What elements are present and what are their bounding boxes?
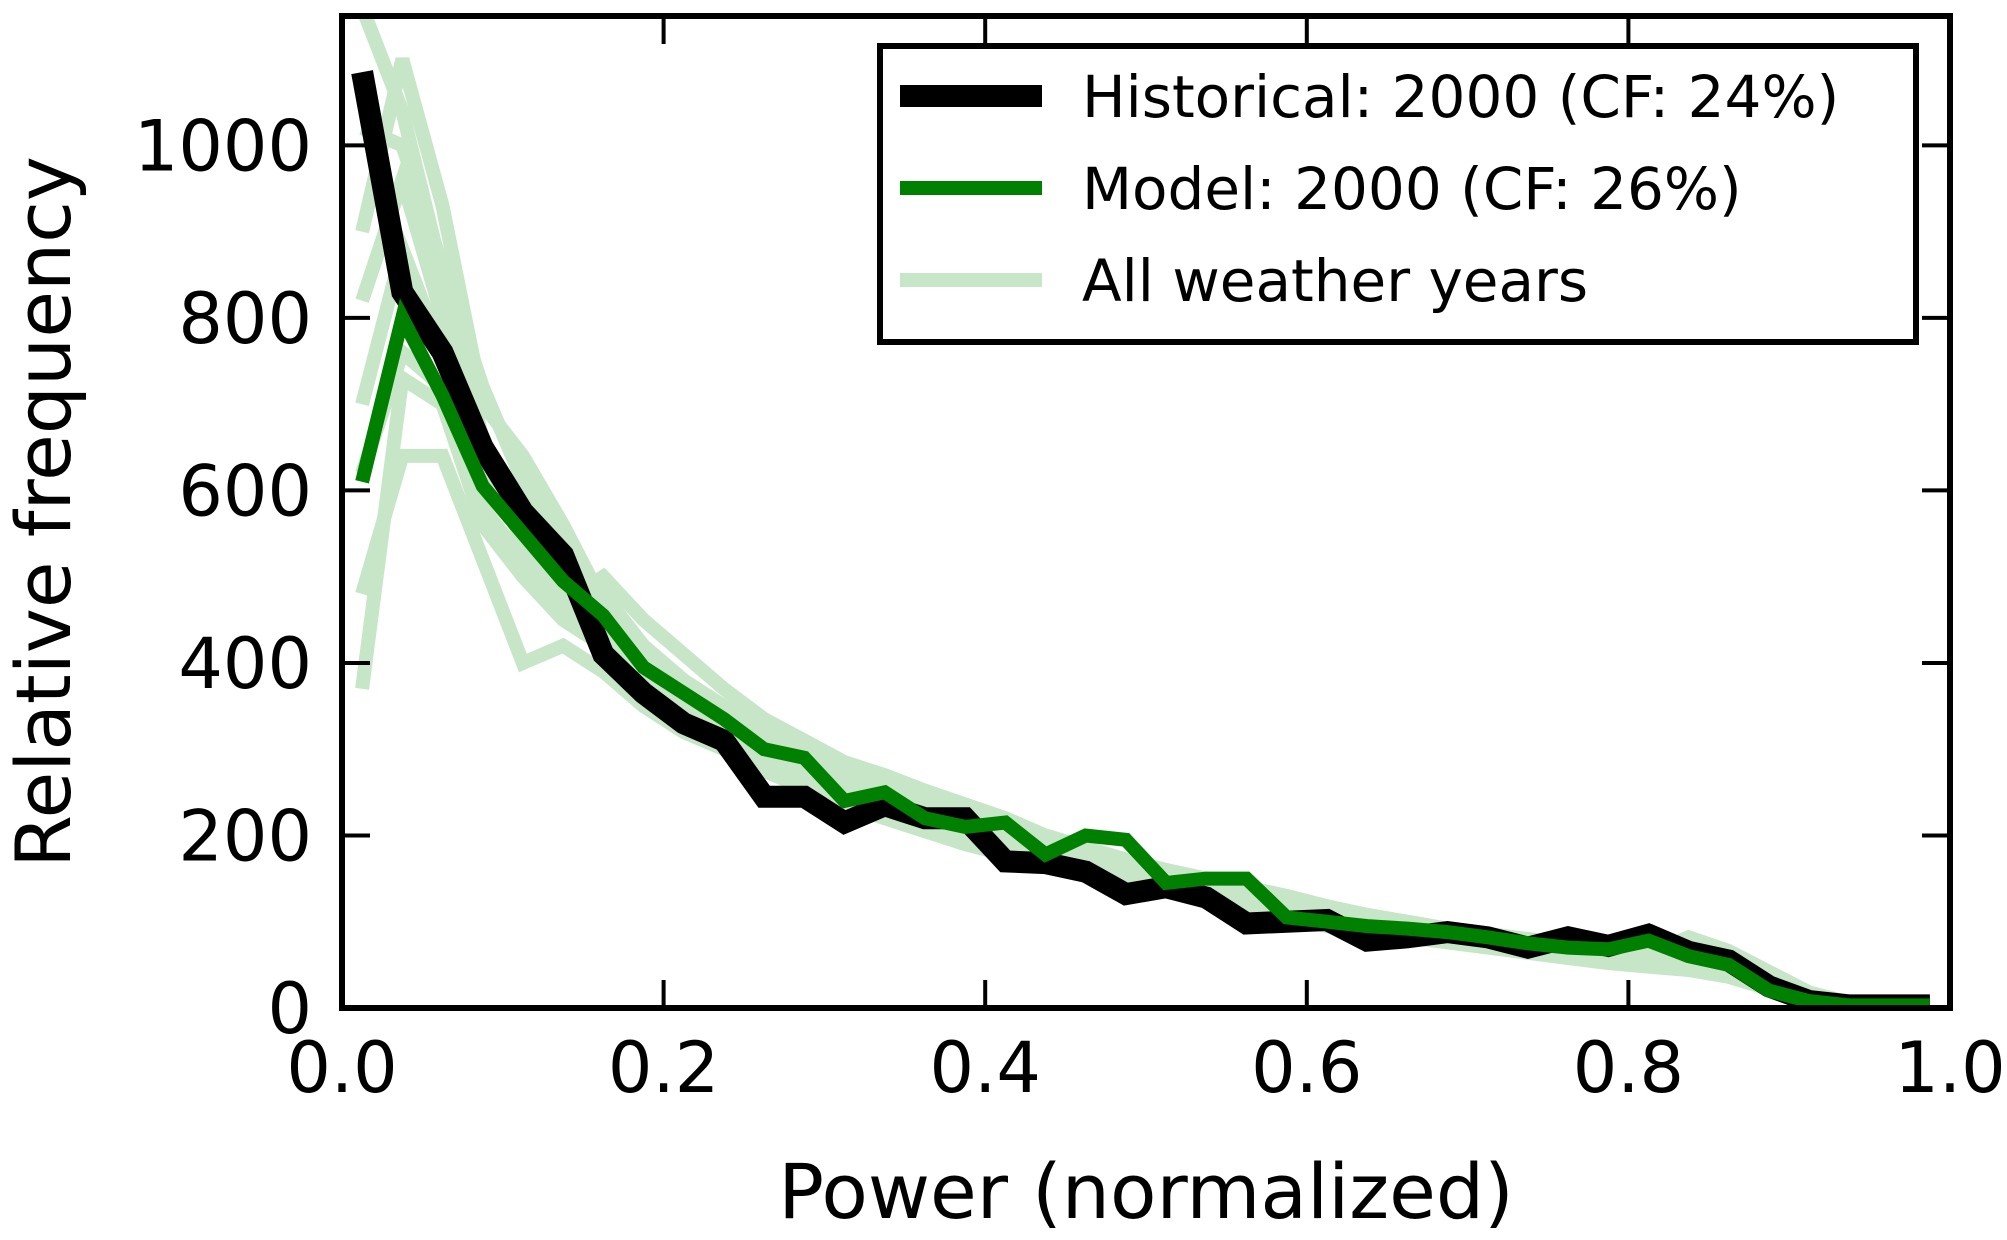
y-tick-label: 0 — [267, 968, 312, 1050]
y-tick-label: 400 — [178, 623, 312, 705]
y-axis-label: Relative frequency — [0, 156, 88, 868]
legend-model-label: Model: 2000 (CF: 26%) — [1082, 155, 1742, 223]
legend-all-weather-years-label: All weather years — [1082, 247, 1588, 315]
legend: Historical: 2000 (CF: 24%) Model: 2000 (C… — [877, 43, 1919, 345]
plot-frame — [339, 13, 1953, 1011]
x-tick-label: 1.0 — [1894, 1027, 2005, 1109]
y-tick-label: 1000 — [134, 105, 312, 187]
series-lines — [351, 70, 1930, 1008]
axes: 0.0 0.2 0.4 0.6 0.8 1.0 0 200 400 600 800 1000 — [134, 13, 2006, 1109]
x-tick-label: 0.0 — [286, 1027, 397, 1109]
x-tick-label: 0.6 — [1251, 1027, 1362, 1109]
x-tick-label: 0.8 — [1573, 1027, 1684, 1109]
model-2000-line — [355, 298, 1930, 1008]
x-axis-label: Power (normalized) — [778, 1147, 1514, 1236]
y-tick-label: 200 — [178, 795, 312, 877]
legend-historical-label: Historical: 2000 (CF: 24%) — [1082, 63, 1839, 131]
y-tick-label: 800 — [178, 278, 312, 360]
x-tick-label: 0.4 — [930, 1027, 1041, 1109]
legend-box — [877, 43, 1919, 345]
y-tick-label: 600 — [178, 450, 312, 532]
x-tick-label: 0.2 — [608, 1027, 719, 1109]
